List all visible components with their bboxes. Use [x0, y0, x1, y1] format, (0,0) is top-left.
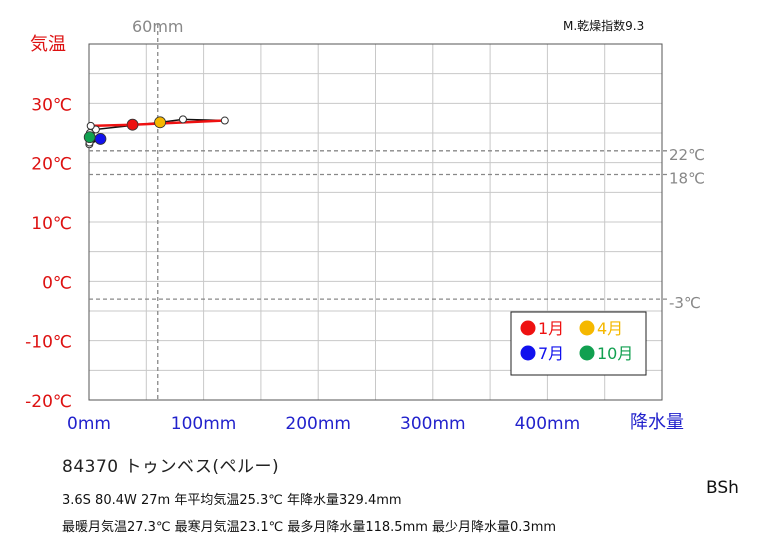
legend-marker	[579, 345, 595, 361]
legend-box	[510, 311, 647, 376]
ref-label-temp: 22℃	[669, 146, 705, 164]
legend-label: 4月	[597, 319, 623, 338]
legend-label: 7月	[538, 344, 564, 363]
x-tick-label: 200mm	[285, 414, 351, 434]
ref-label-temp: -3℃	[669, 294, 701, 312]
month-point-highlight	[126, 118, 139, 131]
month-point	[178, 115, 187, 124]
x-tick-label: 300mm	[400, 414, 466, 434]
x-tick-label: 400mm	[515, 414, 581, 434]
y-tick-label: -20℃	[25, 392, 72, 412]
station-info-line-1: 3.6S 80.4W 27m 年平均気温25.3℃ 年降水量329.4mm	[62, 493, 402, 508]
climate-code: BSh	[706, 478, 739, 498]
x-tick-label: 0mm	[67, 414, 111, 434]
ref-label-precip: 60mm	[132, 17, 184, 36]
y-tick-label: 0℃	[42, 273, 72, 293]
legend-marker	[520, 345, 536, 361]
x-tick-label: 100mm	[171, 414, 237, 434]
month-point-highlight	[154, 116, 166, 129]
legend-marker	[579, 320, 595, 336]
y-tick-label: 30℃	[31, 95, 72, 115]
x-axis-label: 降水量	[630, 412, 684, 433]
legend-marker	[520, 320, 536, 336]
plot-frame	[88, 43, 663, 401]
month-point-highlight	[83, 131, 96, 144]
legend-label: 10月	[597, 344, 633, 363]
station-info-line-2: 最暖月気温27.3℃ 最寒月気温23.1℃ 最多月降水量118.5mm 最少月降…	[62, 520, 557, 535]
station-name: 84370 トゥンベス(ペルー)	[62, 457, 280, 477]
y-tick-label: 10℃	[31, 214, 72, 234]
y-tick-label: 20℃	[31, 155, 72, 175]
dryness-index: M.乾燥指数9.3	[563, 18, 644, 33]
legend-label: 1月	[538, 319, 564, 338]
y-axis-label: 気温	[30, 34, 66, 55]
month-point	[220, 116, 229, 125]
y-tick-label: -10℃	[25, 333, 72, 353]
ref-label-temp: 18℃	[669, 170, 705, 188]
month-point-highlight	[94, 133, 107, 145]
month-point	[86, 121, 95, 130]
